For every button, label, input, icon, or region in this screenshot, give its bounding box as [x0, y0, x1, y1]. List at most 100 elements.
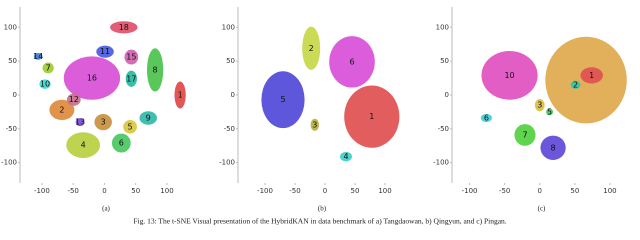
- cluster: [340, 151, 352, 162]
- cluster: [546, 108, 554, 116]
- cluster-label: 14: [33, 52, 43, 61]
- cluster: [94, 113, 112, 131]
- cluster-label: 18: [119, 23, 129, 32]
- x-tick-label: -100: [34, 187, 50, 195]
- y-tick-label: -100: [219, 159, 235, 167]
- cluster-label: 4: [343, 152, 348, 161]
- cluster: [125, 70, 137, 87]
- cluster-label: 16: [87, 74, 97, 83]
- cluster-label: 6: [484, 114, 489, 123]
- cluster: [481, 51, 538, 100]
- cluster-label: 5: [128, 122, 133, 131]
- caption: Fig. 13: The t-SNE Visual presentation o…: [133, 217, 506, 226]
- cluster-label: 10: [504, 71, 514, 80]
- x-tick-label: -100: [462, 187, 478, 195]
- cluster-label: 5: [280, 95, 285, 104]
- cluster: [174, 81, 186, 109]
- panel: -100 -50 0 50 100 -100 -50 0 50 100 2 6 5 1 3 4 (b): [219, 7, 400, 213]
- cluster: [146, 48, 164, 92]
- cluster-label: 5: [547, 107, 552, 116]
- cluster: [329, 36, 375, 88]
- cluster: [344, 85, 400, 148]
- x-tick-label: 50: [131, 187, 140, 195]
- x-tick-label: 100: [603, 187, 616, 195]
- cluster: [66, 93, 81, 106]
- cluster: [302, 26, 321, 70]
- cluster-label: 7: [46, 63, 51, 72]
- cluster-label: 8: [551, 143, 556, 152]
- cluster: [123, 120, 137, 134]
- x-tick-label: -50: [289, 187, 300, 195]
- cluster-label: 17: [126, 74, 136, 83]
- cluster-label: 1: [178, 91, 183, 100]
- panel-label: (a): [102, 205, 110, 213]
- cluster: [63, 56, 121, 100]
- y-tick-label: -50: [6, 125, 17, 133]
- cluster: [110, 21, 138, 34]
- cluster-label: 9: [146, 114, 151, 123]
- cluster-label: 2: [59, 105, 64, 114]
- cluster: [261, 71, 305, 129]
- panel-label: (c): [538, 205, 546, 213]
- cluster-label: 8: [153, 65, 158, 74]
- x-tick-label: 50: [570, 187, 579, 195]
- cluster: [514, 124, 536, 146]
- cluster: [534, 99, 545, 112]
- cluster-label: 3: [312, 120, 317, 129]
- cluster: [124, 49, 139, 65]
- cluster-label: 3: [537, 101, 542, 110]
- cluster: [111, 133, 131, 153]
- y-tick-label: 100: [436, 23, 449, 31]
- x-tick-label: 0: [538, 187, 542, 195]
- cluster: [580, 67, 603, 84]
- cluster-label: 15: [126, 53, 136, 62]
- y-tick-label: 100: [4, 23, 17, 31]
- cluster: [310, 118, 319, 131]
- x-tick-label: 50: [351, 187, 360, 195]
- x-tick-label: 0: [102, 187, 106, 195]
- x-tick-label: 100: [160, 187, 173, 195]
- figure: Fig. 13: The t-SNE Visual presentation o…: [1, 7, 627, 226]
- x-tick-label: -50: [67, 187, 78, 195]
- cluster-label: 1: [369, 112, 374, 121]
- cluster: [540, 135, 566, 160]
- cluster: [96, 45, 114, 58]
- x-tick-label: -50: [499, 187, 510, 195]
- cluster: [480, 113, 493, 123]
- cluster: [139, 111, 157, 125]
- cluster-label: 4: [81, 141, 86, 150]
- cluster-label: 10: [40, 80, 50, 89]
- cluster-label: 6: [349, 57, 354, 66]
- cluster-label: 1: [589, 71, 594, 80]
- panel: -100 -50 0 50 100 -100 -50 0 50 100 10 1 2 35 6 7 8 (c): [433, 7, 627, 213]
- cluster: [75, 118, 85, 127]
- cluster-label: 11: [100, 47, 110, 56]
- y-tick-label: 100: [222, 23, 235, 31]
- cluster-label: 13: [75, 118, 85, 127]
- cluster: [570, 80, 581, 89]
- y-tick-label: 0: [445, 91, 449, 99]
- cluster-label: 3: [101, 118, 106, 127]
- y-tick-label: 50: [226, 57, 235, 65]
- cluster-label: 12: [69, 95, 79, 104]
- y-tick-label: 50: [8, 57, 17, 65]
- cluster: [42, 62, 54, 74]
- cluster: [49, 99, 75, 121]
- y-tick-label: 50: [440, 57, 449, 65]
- y-tick-label: -50: [438, 125, 449, 133]
- x-tick-label: 0: [323, 187, 327, 195]
- y-tick-label: -100: [433, 159, 449, 167]
- cluster: [39, 79, 51, 89]
- panel-label: (b): [318, 205, 327, 213]
- cluster-label: 2: [309, 44, 314, 53]
- y-tick-label: 0: [231, 91, 235, 99]
- x-tick-label: -100: [257, 187, 273, 195]
- y-tick-label: -50: [224, 125, 235, 133]
- cluster-label: 7: [522, 130, 527, 139]
- y-tick-label: -100: [1, 159, 17, 167]
- cluster-label: 2: [573, 80, 578, 89]
- cluster: [66, 132, 101, 158]
- x-tick-label: 100: [378, 187, 391, 195]
- cluster: [33, 53, 43, 60]
